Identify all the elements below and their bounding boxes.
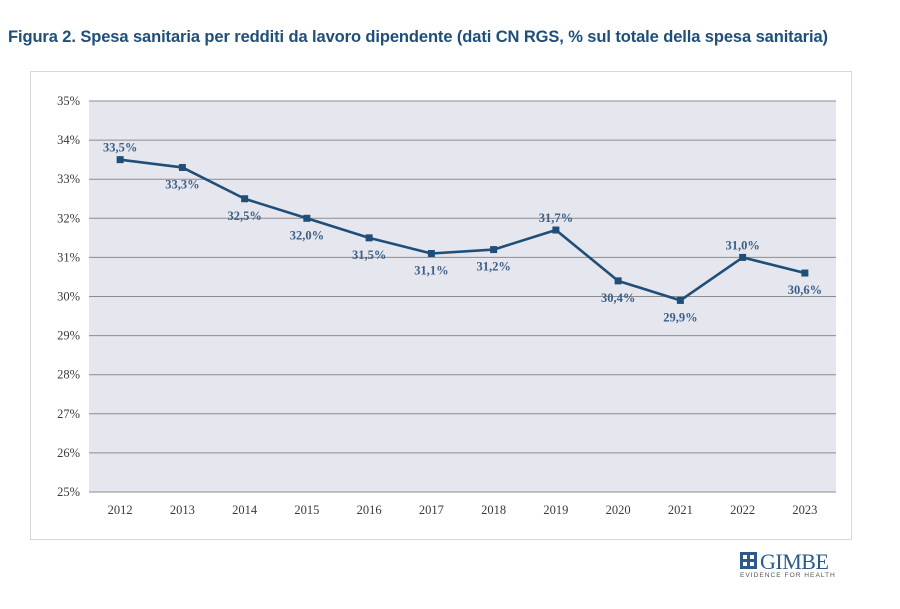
data-point-marker [739, 253, 747, 261]
series-layer [116, 156, 809, 304]
data-point-marker [614, 277, 622, 285]
data-label: 32,5% [227, 209, 261, 223]
y-tick-label: 30% [57, 290, 80, 304]
x-tick-label: 2015 [294, 503, 319, 517]
x-tick-label: 2017 [419, 503, 444, 517]
data-point-marker [241, 195, 249, 203]
data-point-marker [676, 296, 684, 304]
x-tick-label: 2013 [170, 503, 195, 517]
data-label: 32,0% [290, 228, 324, 242]
data-label: 31,7% [539, 211, 573, 225]
x-tick-label: 2018 [481, 503, 506, 517]
data-point-marker [116, 156, 124, 164]
data-label: 33,5% [103, 141, 137, 155]
data-label: 30,4% [601, 291, 635, 305]
y-tick-label: 25% [57, 485, 80, 499]
line-chart: 25%26%27%28%29%30%31%32%33%34%35% 2012 20… [57, 94, 836, 517]
y-tick-label: 29% [57, 329, 80, 343]
data-label: 33,3% [165, 177, 199, 191]
data-label: 30,6% [788, 283, 822, 297]
data-label: 31,1% [414, 263, 448, 277]
x-tick-label: 2021 [668, 503, 693, 517]
data-labels: 33,5% 33,3% 32,5% 32,0% 31,5% 31,1% 31,2% 31,7%… [103, 141, 822, 325]
y-tick-label: 34% [57, 133, 80, 147]
x-tick-label: 2016 [357, 503, 382, 517]
data-point-marker [365, 234, 373, 242]
y-axis-ticks: 25% 26% 27% 28% 29% 30% 31% 32% 33% 34% 35% [57, 94, 80, 499]
x-tick-label: 2012 [108, 503, 133, 517]
chart-frame: 25% 26% 27% 28% 29% 30% 31% 32% 33% 34% 35% 2012 20… [30, 71, 852, 540]
figure-title: Figura 2. Spesa sanitaria per redditi da… [8, 28, 828, 46]
y-tick-label: 31% [57, 250, 80, 264]
logo-tagline: EVIDENCE FOR HEALTH [740, 572, 836, 579]
data-label: 29,9% [663, 310, 697, 324]
y-tick-label: 32% [57, 211, 80, 225]
y-tick-label: 35% [57, 94, 80, 108]
x-tick-label: 2023 [792, 503, 817, 517]
data-point-marker [178, 163, 186, 171]
data-label: 31,5% [352, 248, 386, 262]
grid-lines [89, 100, 836, 493]
logo-name: GIMBE [760, 549, 829, 574]
y-tick-label: 26% [57, 446, 80, 460]
x-tick-label: 2019 [543, 503, 568, 517]
data-point-marker [490, 246, 498, 254]
data-point-marker [303, 214, 311, 222]
y-tick-label: 27% [57, 407, 80, 421]
x-axis-ticks: 2012 2013 2014 2015 2016 2017 2018 2019 2020 2021… [108, 503, 818, 517]
data-point-marker [801, 269, 809, 277]
gimbe-logo: GIMBE EVIDENCE FOR HEALTH [740, 549, 852, 586]
data-label: 31,2% [476, 260, 510, 274]
data-label: 31,0% [725, 238, 759, 252]
x-tick-label: 2014 [232, 503, 258, 517]
data-point-marker [552, 226, 560, 234]
x-tick-label: 2020 [606, 503, 631, 517]
data-point-marker [427, 249, 435, 257]
series-line [119, 158, 806, 302]
gimbe-logo-icon [740, 552, 757, 569]
x-tick-label: 2022 [730, 503, 755, 517]
y-tick-label: 33% [57, 172, 80, 186]
y-tick-label: 28% [57, 368, 80, 382]
